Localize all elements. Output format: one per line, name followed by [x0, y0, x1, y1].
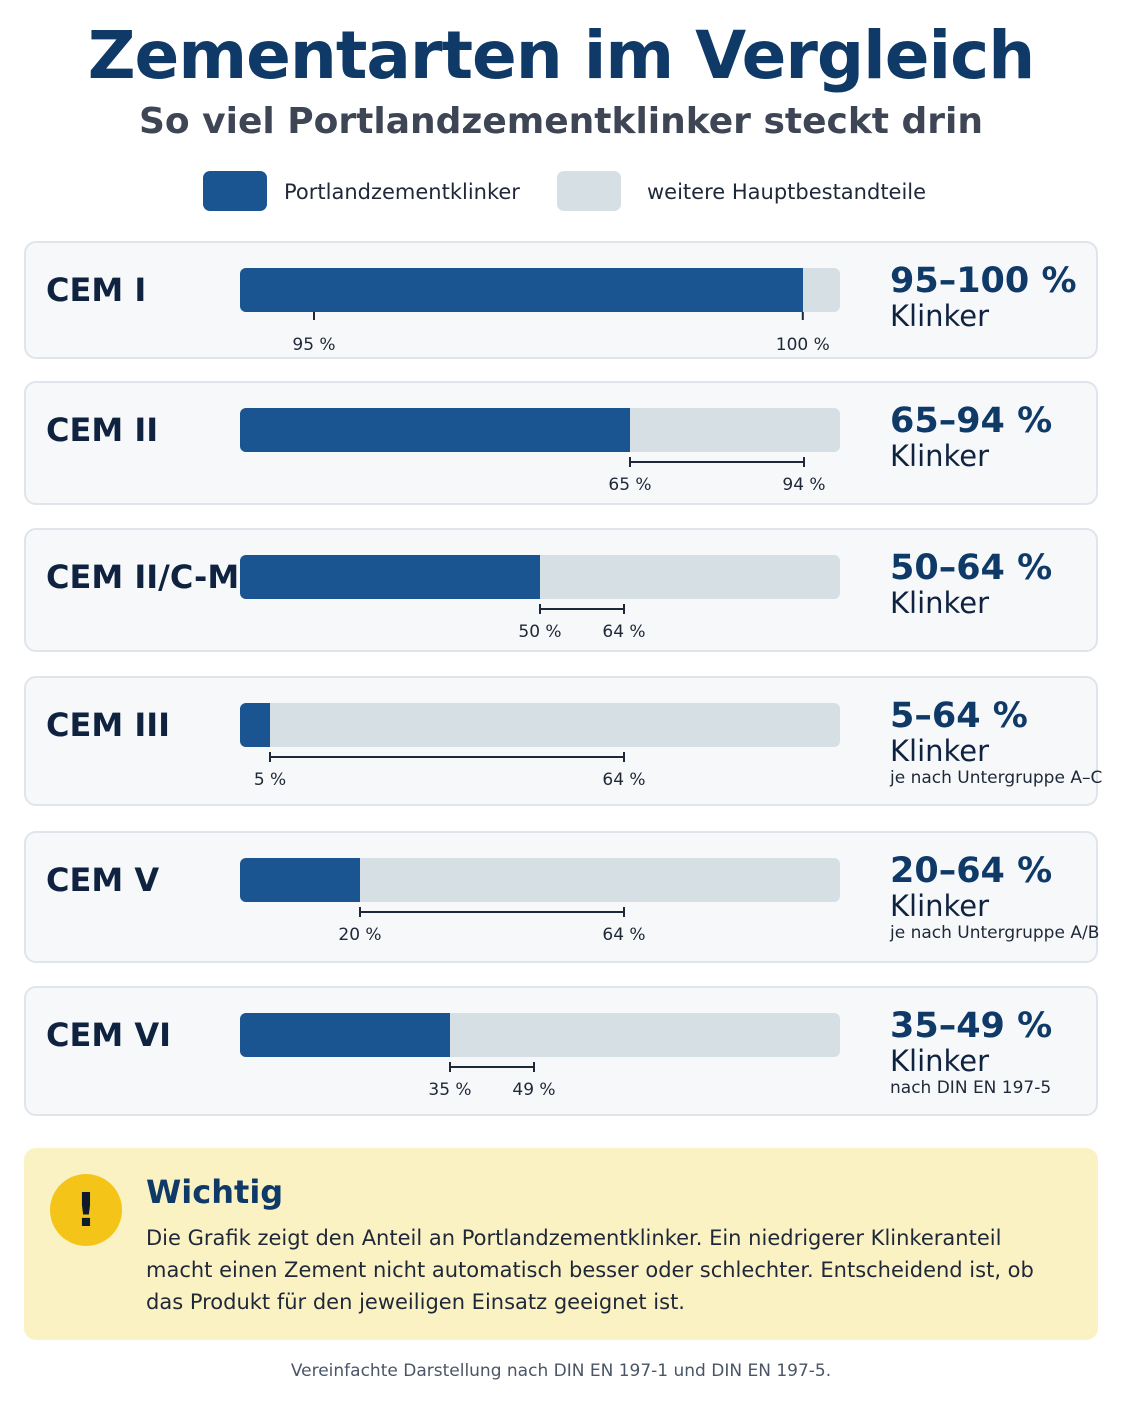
cement-row: CEM V 20 % 64 % 20–64 % Klinker je nach Unter…: [24, 831, 1100, 963]
category-label: CEM I: [46, 271, 147, 309]
bar-track-other: [240, 408, 840, 452]
cement-row: CEM II/C-M 50 % 64 % 50–64 % Klinker: [24, 528, 1098, 652]
row-note: je nach Untergruppe A/B: [890, 923, 1100, 943]
page-title: Zementarten im Vergleich: [87, 17, 1036, 94]
exclamation-icon: !: [50, 1174, 122, 1246]
bar-track-other: [240, 703, 840, 747]
cement-row: CEM I 95 % 100 % 95–100 % Klinker: [24, 241, 1098, 359]
range-min-label: 95 %: [292, 335, 336, 355]
range-max-label: 64 %: [602, 770, 646, 790]
unit-label: Klinker: [890, 734, 990, 768]
category-label: CEM III: [46, 706, 171, 744]
range-min-label: 20 %: [338, 925, 382, 945]
bar-clinker: [240, 858, 360, 902]
unit-label: Klinker: [890, 299, 990, 333]
bar-clinker: [240, 1013, 450, 1057]
unit-label: Klinker: [890, 889, 990, 923]
range-marker: [539, 604, 625, 614]
bar-clinker: [240, 408, 630, 452]
warning-title: Wichtig: [146, 1173, 284, 1211]
range-max-label: 49 %: [512, 1080, 556, 1100]
range-max-label: 100 %: [775, 335, 830, 355]
footer-note: Vereinfachte Darstellung nach DIN EN 197…: [290, 1361, 832, 1381]
page-subtitle: So viel Portlandzementklinker steckt dri…: [138, 101, 984, 142]
legend: Portlandzementklinker weitere Hauptbesta…: [0, 171, 1122, 211]
row-note: je nach Untergruppe A–C: [890, 768, 1103, 788]
bar-clinker: [240, 555, 540, 599]
range-marker: [313, 312, 804, 320]
range-min-label: 5 %: [253, 770, 287, 790]
range-min-label: 35 %: [428, 1080, 472, 1100]
warning-text: Die Grafik zeigt den Anteil an Portlandz…: [146, 1226, 1034, 1314]
range-value: 50–64 %: [890, 548, 1053, 588]
bar-track-other: [240, 858, 840, 902]
range-value: 5–64 %: [890, 696, 1028, 736]
range-marker: [359, 907, 625, 917]
unit-label: Klinker: [890, 1044, 990, 1078]
cement-row: CEM VI 35 % 49 % 35–49 % Klinker nach DIN EN …: [24, 986, 1098, 1116]
legend-label-other: weitere Hauptbestandteile: [647, 180, 927, 204]
legend-swatch-clinker: [203, 171, 267, 211]
bar-track-other: [240, 268, 840, 312]
category-label: CEM II: [46, 411, 159, 449]
range-max-label: 64 %: [602, 622, 646, 642]
cement-row: CEM III 5 % 64 % 5–64 % Klinker je nach Unter…: [24, 676, 1102, 806]
bar-track-other: [240, 1013, 840, 1057]
bar-track-other: [240, 555, 840, 599]
range-marker: [269, 752, 625, 762]
range-marker: [449, 1062, 535, 1072]
range-value: 35–49 %: [890, 1006, 1053, 1046]
row-note: nach DIN EN 197-5: [890, 1078, 1052, 1098]
range-marker: [629, 457, 805, 467]
category-label: CEM VI: [46, 1016, 171, 1054]
bar-clinker: [240, 268, 803, 312]
range-min-label: 65 %: [608, 475, 652, 495]
range-value: 65–94 %: [890, 401, 1053, 441]
legend-swatch-other: [557, 171, 621, 211]
cement-row: CEM II 65 % 94 % 65–94 % Klinker: [24, 381, 1098, 505]
range-value: 20–64 %: [890, 851, 1053, 891]
category-label: CEM II/C-M: [46, 558, 240, 596]
unit-label: Klinker: [890, 586, 990, 620]
legend-label-clinker: Portlandzementklinker: [284, 180, 520, 204]
range-value: 95–100 %: [890, 261, 1077, 301]
category-label: CEM V: [46, 861, 160, 899]
range-max-label: 64 %: [602, 925, 646, 945]
unit-label: Klinker: [890, 439, 990, 473]
bar-clinker: [240, 703, 270, 747]
range-max-label: 94 %: [782, 475, 826, 495]
range-min-label: 50 %: [518, 622, 562, 642]
warning-box: ! Wichtig Die Grafik zeigt den Anteil an…: [24, 1148, 1098, 1340]
